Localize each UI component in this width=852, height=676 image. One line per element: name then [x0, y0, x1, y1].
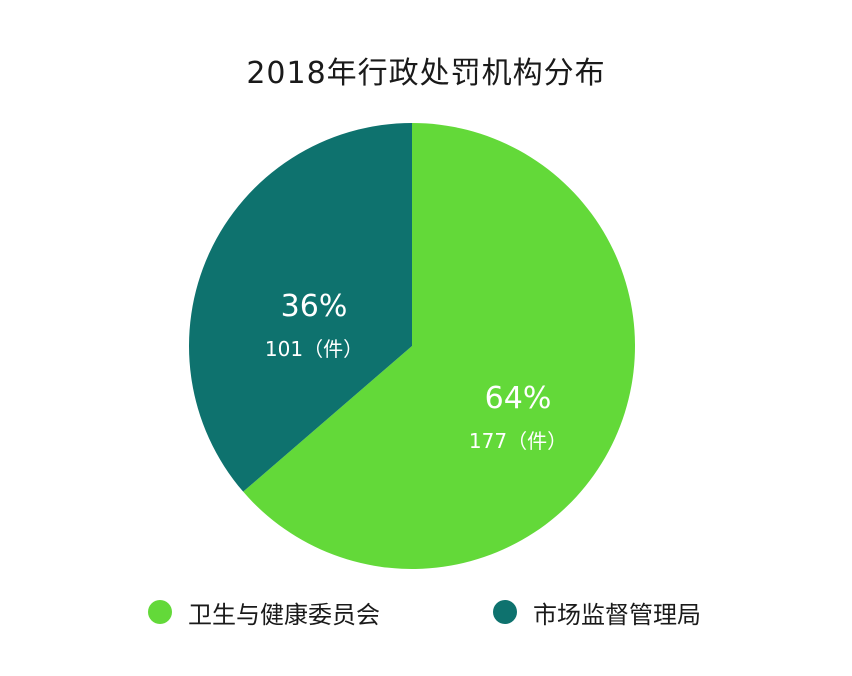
chart-title: 2018年行政处罚机构分布 [246, 56, 606, 91]
slice-market-regulation-percent-label: 36% [281, 289, 348, 324]
slice-health-commission-percent-label: 64% [485, 381, 552, 416]
legend-label-health-commission: 卫生与健康委员会 [188, 600, 380, 629]
legend-label-market-regulation: 市场监督管理局 [533, 600, 701, 629]
slice-health-commission-value-label: 177（件） [469, 429, 567, 453]
legend-item-market-regulation: 市场监督管理局 [493, 592, 701, 632]
legend-item-health-commission: 卫生与健康委员会 [148, 592, 380, 632]
slice-market-regulation [188, 123, 412, 492]
legend: 卫生与健康委员会 市场监督管理局 [0, 592, 852, 632]
legend-swatch-market-regulation [493, 600, 517, 624]
slice-health-commission [243, 123, 635, 569]
legend-swatch-health-commission [148, 600, 172, 624]
slice-market-regulation-value-label: 101（件） [265, 337, 363, 361]
